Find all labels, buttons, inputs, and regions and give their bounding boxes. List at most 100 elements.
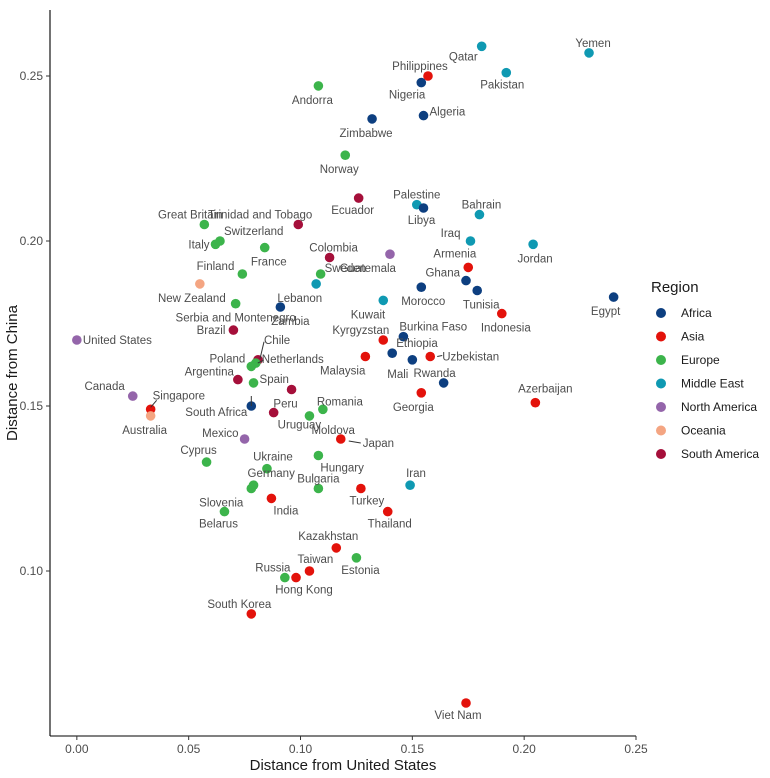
point-label: Palestine xyxy=(393,190,440,202)
data-point xyxy=(378,295,389,306)
point-label: South Africa xyxy=(185,407,248,419)
point-label: Guatemala xyxy=(340,263,397,275)
point-label: Taiwan xyxy=(298,554,334,566)
data-point xyxy=(275,302,286,312)
point-label: Zimbabwe xyxy=(340,128,393,140)
data-point xyxy=(262,463,272,474)
point-label: Poland xyxy=(209,353,245,365)
data-point xyxy=(378,335,389,345)
point-label: Germany xyxy=(248,468,296,480)
point-label: Jordan xyxy=(518,253,553,265)
point-label: Kuwait xyxy=(351,309,386,321)
data-point xyxy=(423,71,433,81)
point-label: Philippines xyxy=(392,61,448,73)
data-point xyxy=(472,285,482,296)
data-point xyxy=(266,493,277,504)
data-point xyxy=(418,203,429,213)
x-tick-label: 0.15 xyxy=(401,742,425,756)
data-point xyxy=(201,457,212,467)
data-point xyxy=(438,378,449,388)
point-label: Great Britain xyxy=(158,210,223,222)
data-point xyxy=(497,308,507,319)
point-label: Cyprus xyxy=(180,445,217,457)
data-point xyxy=(127,391,138,401)
x-tick-label: 0.00 xyxy=(65,742,89,756)
x-tick-label: 0.05 xyxy=(177,742,201,756)
data-point xyxy=(304,411,315,421)
point-label: Peru xyxy=(273,399,297,411)
y-tick-label: 0.10 xyxy=(20,564,44,578)
data-point xyxy=(195,279,205,289)
axes-layer: 0.00 0.05 0.10 0.15 0.20 0.25 0.10 0.15 0.20 0.25… xyxy=(4,10,648,774)
legend-swatch xyxy=(656,425,666,436)
point-label: Canada xyxy=(84,381,125,393)
data-point xyxy=(476,41,487,52)
point-label: Morocco xyxy=(401,296,445,308)
points-layer xyxy=(72,41,619,708)
data-point xyxy=(608,292,619,302)
label-leader-line xyxy=(437,355,443,357)
point-label: Finland xyxy=(197,261,235,273)
data-point xyxy=(474,209,485,220)
point-label: Argentina xyxy=(185,367,235,379)
point-label: Serbia and Montenegro xyxy=(176,313,296,325)
point-label: Romania xyxy=(317,396,364,408)
point-label: Brazil xyxy=(197,325,226,337)
data-point xyxy=(246,361,257,372)
data-point xyxy=(405,480,415,491)
data-point xyxy=(293,219,304,230)
data-point xyxy=(387,348,398,359)
point-label: Nigeria xyxy=(389,90,426,102)
data-point xyxy=(280,572,290,583)
point-label: Tunisia xyxy=(463,300,500,312)
data-point xyxy=(324,252,335,263)
label-leader-line xyxy=(257,359,264,364)
legend-title: Region xyxy=(651,279,699,296)
y-axis-title: Distance from China xyxy=(4,304,21,441)
point-label: South Korea xyxy=(207,599,272,611)
legend-entry-label: South America xyxy=(681,447,759,461)
point-label: Egypt xyxy=(591,306,621,318)
legend-swatch xyxy=(656,449,666,459)
point-label: Azerbaijan xyxy=(518,384,572,396)
data-point xyxy=(335,434,346,444)
y-tick-label: 0.20 xyxy=(20,234,44,248)
point-label: United States xyxy=(83,335,152,347)
point-label: Uzbekistan xyxy=(442,352,499,364)
point-label: Kyrgyzstan xyxy=(332,325,389,337)
data-point xyxy=(259,242,270,253)
data-point xyxy=(461,275,471,286)
point-label: Trinidad and Tobago xyxy=(208,210,312,222)
y-tick-label: 0.25 xyxy=(20,69,44,83)
point-label: Sweden xyxy=(325,263,367,275)
data-point xyxy=(304,566,315,576)
legend-swatch xyxy=(656,378,666,389)
data-point xyxy=(407,355,418,365)
data-point xyxy=(291,572,301,583)
label-leader-line xyxy=(348,440,361,444)
point-label: Burkina Faso xyxy=(399,322,467,334)
data-point xyxy=(416,77,427,88)
point-label: Russia xyxy=(255,563,291,575)
x-tick-label: 0.10 xyxy=(289,742,313,756)
data-point xyxy=(385,249,395,259)
label-leader-line xyxy=(259,341,265,359)
data-point xyxy=(145,411,156,421)
data-point xyxy=(351,553,362,563)
data-point xyxy=(463,262,474,273)
point-label: Japan xyxy=(363,438,394,450)
point-label: Algeria xyxy=(430,107,466,119)
x-axis-title: Distance from United States xyxy=(250,757,437,774)
point-label: Georgia xyxy=(393,402,435,414)
data-point xyxy=(246,609,257,619)
data-point xyxy=(199,219,210,230)
data-point xyxy=(145,404,156,415)
point-label: Kazakhstan xyxy=(298,531,358,543)
data-point xyxy=(313,483,324,494)
data-point xyxy=(398,331,409,342)
point-label: Hungary xyxy=(320,463,364,475)
point-label: Bulgaria xyxy=(297,474,340,486)
data-point xyxy=(425,351,436,362)
data-point xyxy=(219,506,230,517)
x-tick-label: 0.25 xyxy=(624,742,648,756)
